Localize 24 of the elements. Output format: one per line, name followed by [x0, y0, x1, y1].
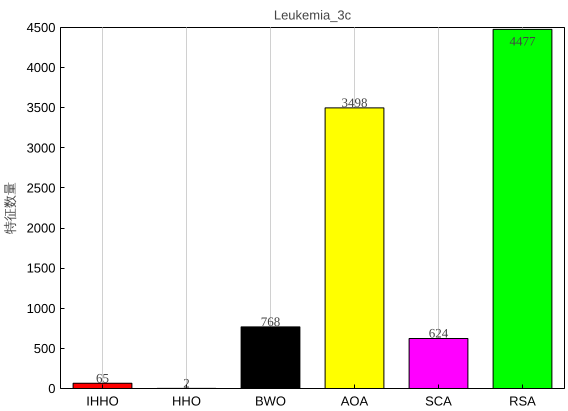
y-tick-label: 3500: [26, 100, 56, 116]
x-tick-label: BWO: [254, 394, 286, 408]
chart-title: Leukemia_3c: [274, 8, 352, 22]
y-tick-label: 0: [48, 381, 56, 396]
x-tick-label: SCA: [425, 394, 452, 408]
data-label: 624: [428, 325, 449, 340]
y-tick-label: 3000: [26, 140, 56, 156]
data-label: 2: [183, 375, 190, 390]
data-label: 3498: [342, 94, 368, 110]
y-tick-label: 500: [34, 340, 56, 356]
data-label: 65: [96, 370, 109, 386]
y-tick-label: 4000: [26, 60, 56, 76]
x-tick-label: AOA: [340, 394, 369, 408]
x-tick-label: RSA: [509, 394, 536, 408]
y-tick-label: 2500: [26, 180, 56, 196]
y-tick-label: 4500: [26, 20, 56, 35]
data-label: 4477: [510, 33, 536, 48]
data-label: 768: [260, 314, 280, 329]
x-tick-label: HHO: [172, 394, 201, 408]
y-axis-title: 特征数量: [4, 182, 19, 234]
x-tick-label: IHHO: [86, 394, 119, 408]
y-tick-label: 2000: [26, 220, 56, 236]
y-tick-label: 1000: [26, 300, 56, 316]
y-tick-label: 1500: [26, 260, 56, 276]
